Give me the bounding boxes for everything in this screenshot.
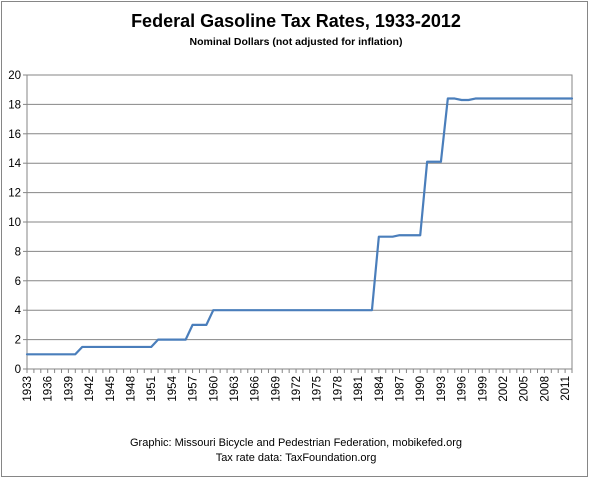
x-tick-label: 1981 — [353, 376, 365, 402]
source-note-data: Tax rate data: TaxFoundation.org — [216, 452, 377, 464]
x-tick-label: 1945 — [105, 376, 117, 402]
series-layer — [25, 97, 574, 356]
x-tick-label: 1975 — [312, 376, 324, 402]
x-tick-label: 1963 — [229, 376, 241, 402]
y-tick-label: 6 — [15, 276, 21, 288]
x-tick-label: 1990 — [415, 376, 427, 402]
y-axis: 0 2 4 6 8 10 12 14 16 18 20 — [8, 70, 27, 376]
x-tick-label: 2002 — [498, 376, 510, 402]
x-tick-label: 1972 — [291, 376, 303, 402]
x-tick-label: 2011 — [560, 376, 572, 401]
source-note-graphic: Graphic: Missouri Bicycle and Pedestrian… — [130, 437, 462, 449]
x-tick-label: 1969 — [270, 376, 282, 402]
x-tick-label: 1960 — [208, 376, 220, 402]
y-tick-label: 4 — [15, 305, 22, 317]
x-tick-label: 2008 — [539, 376, 551, 402]
x-tick-label: 1993 — [436, 376, 448, 402]
y-tick-label: 10 — [8, 217, 21, 229]
y-tick-label: 18 — [8, 99, 21, 111]
x-tick-label: 1984 — [374, 375, 386, 401]
series-line — [25, 97, 574, 356]
y-tick-label: 16 — [8, 129, 21, 141]
x-tick-label: 1996 — [457, 376, 469, 402]
x-tick-label: 1954 — [167, 375, 179, 401]
y-tick-label: 8 — [15, 246, 21, 258]
x-tick-label: 1951 — [146, 376, 158, 402]
y-tick-label: 0 — [15, 364, 21, 376]
x-tick-label: 1966 — [250, 376, 262, 402]
x-tick-label: 1957 — [188, 376, 200, 402]
x-tick-label: 1936 — [43, 376, 55, 402]
chart-title: Federal Gasoline Tax Rates, 1933-2012 — [131, 11, 461, 31]
y-tick-label: 12 — [8, 188, 21, 200]
y-tick-label: 2 — [15, 335, 21, 347]
x-axis: 1933 1936 1939 1942 1945 1948 1951 1954 1957 1960… — [22, 369, 573, 402]
x-tick-label: 1939 — [63, 376, 75, 402]
x-tick-label: 1999 — [477, 376, 489, 402]
x-tick-label: 1942 — [84, 376, 96, 402]
x-tick-label: 1948 — [125, 376, 137, 402]
x-tick-label: 1978 — [332, 376, 344, 402]
x-tick-label: 1933 — [22, 376, 34, 402]
y-tick-label: 14 — [8, 158, 21, 170]
x-tick-label: 1987 — [395, 376, 407, 402]
y-tick-label: 20 — [8, 70, 21, 82]
x-tick-label: 2005 — [519, 376, 531, 402]
chart-subtitle: Nominal Dollars (not adjusted for inflat… — [190, 36, 403, 48]
